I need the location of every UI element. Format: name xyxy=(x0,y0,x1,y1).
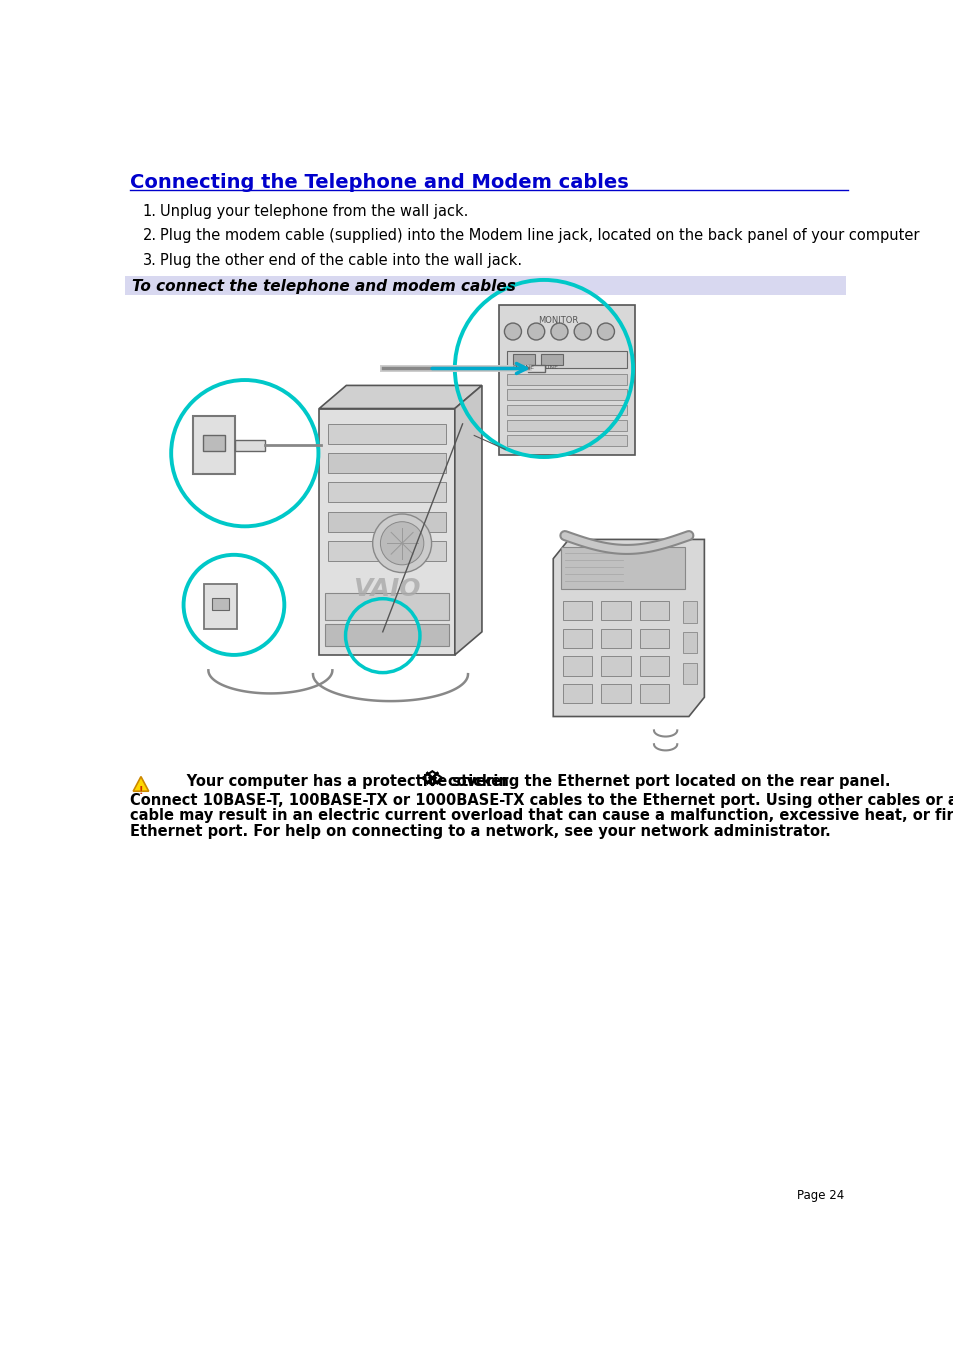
Circle shape xyxy=(373,513,431,573)
Text: 3.: 3. xyxy=(142,253,156,267)
FancyBboxPatch shape xyxy=(328,424,445,444)
FancyBboxPatch shape xyxy=(682,632,696,654)
Text: Unplug your telephone from the wall jack.: Unplug your telephone from the wall jack… xyxy=(159,204,467,219)
Circle shape xyxy=(504,323,521,340)
Polygon shape xyxy=(455,385,481,655)
FancyBboxPatch shape xyxy=(562,628,592,648)
FancyBboxPatch shape xyxy=(328,540,445,561)
Text: Ethernet port. For help on connecting to a network, see your network administrat: Ethernet port. For help on connecting to… xyxy=(130,824,830,839)
Text: Plug the modem cable (supplied) into the Modem line jack, located on the back pa: Plug the modem cable (supplied) into the… xyxy=(159,228,918,243)
Polygon shape xyxy=(319,385,481,408)
Text: MONITOR: MONITOR xyxy=(538,316,578,326)
Circle shape xyxy=(550,323,567,340)
Text: Connect 10BASE-T, 100BASE-TX or 1000BASE-TX cables to the Ethernet port. Using o: Connect 10BASE-T, 100BASE-TX or 1000BASE… xyxy=(130,793,953,808)
Text: Your computer has a protective sticker: Your computer has a protective sticker xyxy=(156,774,508,789)
FancyBboxPatch shape xyxy=(562,657,592,676)
Text: Plug the other end of the cable into the wall jack.: Plug the other end of the cable into the… xyxy=(159,253,521,267)
FancyBboxPatch shape xyxy=(639,684,669,704)
FancyBboxPatch shape xyxy=(600,628,630,648)
FancyBboxPatch shape xyxy=(506,374,626,385)
FancyBboxPatch shape xyxy=(319,408,455,655)
FancyBboxPatch shape xyxy=(600,657,630,676)
FancyBboxPatch shape xyxy=(528,365,545,373)
FancyBboxPatch shape xyxy=(506,435,626,446)
FancyBboxPatch shape xyxy=(506,351,626,367)
Text: !: ! xyxy=(138,786,143,796)
Text: Page 24: Page 24 xyxy=(796,1189,843,1202)
Circle shape xyxy=(380,521,423,565)
Text: covering the Ethernet port located on the rear panel.: covering the Ethernet port located on th… xyxy=(447,774,889,789)
FancyBboxPatch shape xyxy=(560,547,684,589)
Text: Connecting the Telephone and Modem cables: Connecting the Telephone and Modem cable… xyxy=(130,173,628,192)
FancyBboxPatch shape xyxy=(506,420,626,431)
FancyBboxPatch shape xyxy=(125,276,845,295)
FancyBboxPatch shape xyxy=(204,584,236,628)
FancyBboxPatch shape xyxy=(540,354,562,365)
FancyBboxPatch shape xyxy=(639,657,669,676)
Polygon shape xyxy=(553,539,703,716)
FancyBboxPatch shape xyxy=(513,354,534,365)
Text: cable may result in an electric current overload that can cause a malfunction, e: cable may result in an electric current … xyxy=(130,808,953,823)
Text: To connect the telephone and modem cables: To connect the telephone and modem cable… xyxy=(132,280,515,295)
Text: 2.: 2. xyxy=(142,228,156,243)
Circle shape xyxy=(527,323,544,340)
FancyBboxPatch shape xyxy=(193,416,235,474)
FancyBboxPatch shape xyxy=(682,662,696,684)
Text: PHONE: PHONE xyxy=(513,365,535,370)
FancyBboxPatch shape xyxy=(639,628,669,648)
FancyBboxPatch shape xyxy=(600,684,630,704)
FancyBboxPatch shape xyxy=(506,389,626,400)
Polygon shape xyxy=(133,777,149,792)
FancyBboxPatch shape xyxy=(212,598,229,611)
FancyBboxPatch shape xyxy=(682,601,696,623)
FancyBboxPatch shape xyxy=(498,304,634,455)
FancyBboxPatch shape xyxy=(328,453,445,473)
FancyBboxPatch shape xyxy=(325,624,448,646)
FancyBboxPatch shape xyxy=(328,512,445,532)
Text: LINE: LINE xyxy=(544,365,558,370)
FancyBboxPatch shape xyxy=(203,435,224,451)
FancyBboxPatch shape xyxy=(328,482,445,503)
FancyBboxPatch shape xyxy=(639,601,669,620)
FancyBboxPatch shape xyxy=(235,440,265,451)
FancyBboxPatch shape xyxy=(600,601,630,620)
Text: VAIO: VAIO xyxy=(353,577,420,601)
Circle shape xyxy=(597,323,614,340)
Text: 1.: 1. xyxy=(142,204,156,219)
Circle shape xyxy=(574,323,591,340)
FancyBboxPatch shape xyxy=(325,593,448,620)
FancyBboxPatch shape xyxy=(506,405,626,416)
FancyBboxPatch shape xyxy=(562,684,592,704)
FancyBboxPatch shape xyxy=(562,601,592,620)
